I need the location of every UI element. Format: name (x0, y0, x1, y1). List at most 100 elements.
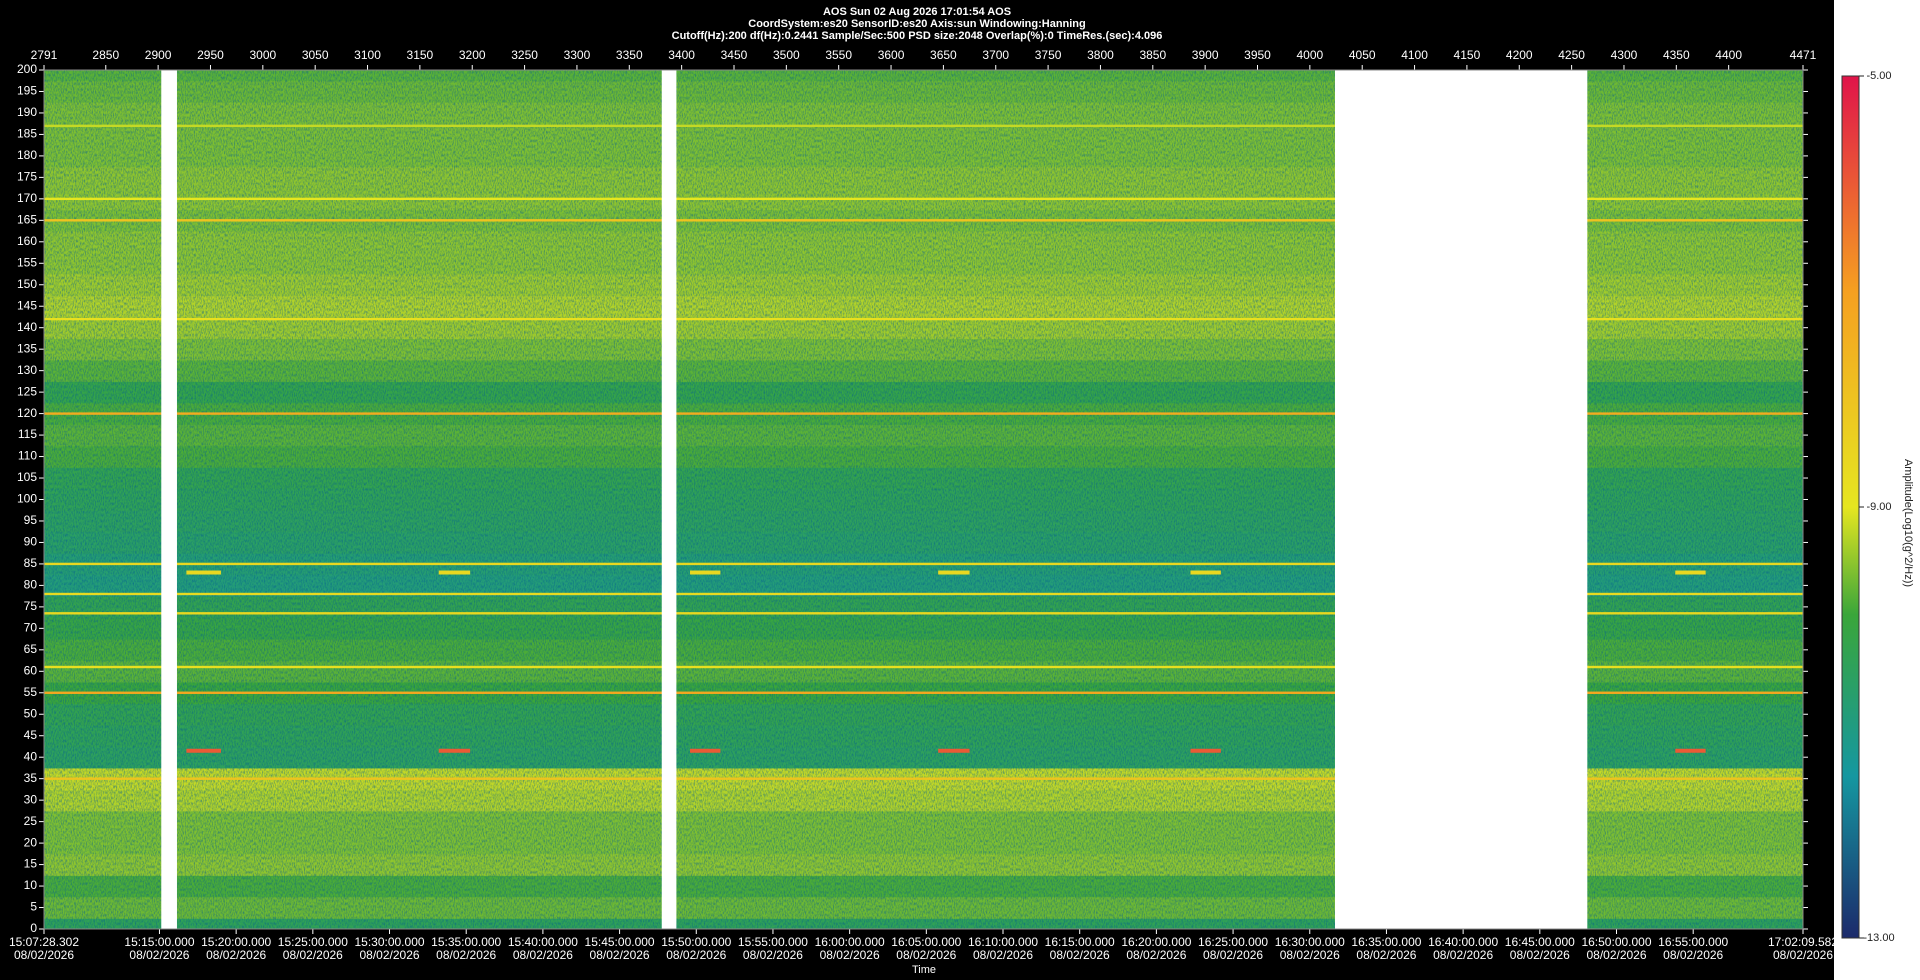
x-tick-label-top: 3650 (930, 48, 957, 62)
y-tick-label: 80 (24, 578, 38, 592)
y-tick-label: 65 (24, 642, 38, 656)
x-tick-date: 08/02/2026 (666, 948, 726, 962)
y-tick-label: 85 (24, 556, 38, 570)
y-tick-label: 190 (17, 105, 37, 119)
tonal-line (44, 562, 1803, 566)
x-tick-label-top: 4100 (1401, 48, 1428, 62)
x-tick-label-top: 3100 (354, 48, 381, 62)
y-tick-label: 25 (24, 814, 38, 828)
y-tick-label: 0 (30, 921, 37, 935)
x-tick-label-top: 4250 (1558, 48, 1585, 62)
x-tick-label-bottom: 15:20:00.000 (201, 935, 271, 949)
y-tick-label: 160 (17, 234, 37, 248)
x-tick-label-top: 2850 (92, 48, 119, 62)
x-tick-date: 08/02/2026 (1663, 948, 1723, 962)
x-tick-label-top: 3000 (249, 48, 276, 62)
y-tick-label: 70 (24, 621, 38, 635)
x-tick-date: 08/02/2026 (513, 948, 573, 962)
x-tick-date: 08/02/2026 (1586, 948, 1646, 962)
x-tick-label-top: 4200 (1506, 48, 1533, 62)
x-tick-date: 08/02/2026 (1773, 948, 1833, 962)
y-tick-label: 95 (24, 513, 38, 527)
event-mark (690, 570, 721, 575)
y-tick-label: 15 (24, 857, 38, 871)
y-tick-label: 135 (17, 341, 37, 355)
tonal-line (44, 412, 1803, 415)
x-tick-label-bottom: 16:45:00.000 (1505, 935, 1575, 949)
x-tick-label-top: 3750 (1035, 48, 1062, 62)
x-tick-label-top: 2900 (145, 48, 172, 62)
tonal-line (44, 592, 1803, 596)
x-tick-label-bottom: 15:15:00.000 (124, 935, 194, 949)
x-tick-date: 08/02/2026 (1203, 948, 1263, 962)
x-tick-label-bottom: 16:10:00.000 (968, 935, 1038, 949)
x-tick-label-top: 3900 (1192, 48, 1219, 62)
y-tick-label: 40 (24, 749, 38, 763)
y-tick-label: 200 (17, 62, 37, 76)
y-tick-label: 105 (17, 470, 37, 484)
data-gap (161, 70, 177, 929)
event-mark (938, 570, 970, 575)
y-tick-label: 110 (18, 449, 37, 463)
x-tick-label-top: 4050 (1349, 48, 1376, 62)
x-tick-date: 08/02/2026 (973, 948, 1033, 962)
x-tick-date: 08/02/2026 (1050, 948, 1110, 962)
x-tick-label-top: 3950 (1244, 48, 1271, 62)
x-tick-label-bottom: 16:05:00.000 (891, 935, 961, 949)
colorbar-tick-label: -9.00 (1866, 501, 1891, 513)
tonal-line (44, 197, 1803, 201)
x-tick-label-top: 3450 (721, 48, 748, 62)
x-tick-label-bottom: 15:25:00.000 (278, 935, 348, 949)
x-tick-label-top: 3050 (302, 48, 329, 62)
tonal-line (44, 691, 1803, 694)
x-tick-label-top: 3300 (564, 48, 591, 62)
x-tick-date: 08/02/2026 (1356, 948, 1416, 962)
y-tick-label: 155 (17, 255, 37, 269)
event-mark (1190, 748, 1221, 753)
x-tick-date: 08/02/2026 (1433, 948, 1493, 962)
colorbar-label: Amplitude(Log10(g^2/Hz)) (1902, 459, 1914, 587)
x-tick-label-bottom: 16:25:00.000 (1198, 935, 1268, 949)
x-tick-label-bottom: 15:30:00.000 (354, 935, 424, 949)
event-mark (438, 748, 471, 753)
x-axis-label: Time (912, 964, 936, 976)
x-tick-label-top: 3800 (1087, 48, 1114, 62)
event-mark (1190, 570, 1221, 575)
x-tick-label-bottom: 15:40:00.000 (508, 935, 578, 949)
x-tick-label-top: 3850 (1139, 48, 1166, 62)
y-tick-label: 75 (24, 599, 38, 613)
x-tick-date: 08/02/2026 (129, 948, 189, 962)
y-tick-label: 195 (17, 84, 37, 98)
x-tick-label-top: 4000 (1297, 48, 1324, 62)
x-tick-label-top: 3350 (616, 48, 643, 62)
x-tick-label-bottom: 16:15:00.000 (1045, 935, 1115, 949)
y-tick-label: 185 (17, 127, 37, 141)
y-tick-label: 130 (17, 363, 37, 377)
y-tick-label: 115 (18, 427, 37, 441)
y-tick-label: 120 (17, 406, 37, 420)
x-tick-date: 08/02/2026 (820, 948, 880, 962)
x-tick-label-bottom: 17:02:09.582 (1768, 935, 1838, 949)
tonal-line (44, 317, 1803, 321)
x-tick-label-bottom: 16:20:00.000 (1121, 935, 1191, 949)
colorbar-tick-label: -5.00 (1866, 70, 1891, 82)
event-mark (438, 570, 471, 575)
x-tick-date: 08/02/2026 (206, 948, 266, 962)
tonal-line (44, 612, 1803, 615)
colorbar (1841, 75, 1860, 939)
x-tick-date: 08/02/2026 (1510, 948, 1570, 962)
event-mark (938, 748, 970, 753)
x-tick-label-bottom: 16:50:00.000 (1581, 935, 1651, 949)
y-tick-label: 10 (24, 878, 38, 892)
x-tick-label-top: 3150 (407, 48, 434, 62)
x-tick-label-bottom: 15:55:00.000 (738, 935, 808, 949)
chart-parameters: Cutoff(Hz):200 df(Hz):0.2441 Sample/Sec:… (672, 30, 1163, 42)
y-tick-label: 45 (24, 728, 38, 742)
x-tick-label-bottom: 16:35:00.000 (1351, 935, 1421, 949)
y-tick-label: 170 (17, 191, 37, 205)
x-tick-label-bottom: 16:30:00.000 (1275, 935, 1345, 949)
x-tick-label-top: 3500 (773, 48, 800, 62)
x-tick-label-top: 3550 (825, 48, 852, 62)
y-tick-label: 90 (24, 535, 38, 549)
